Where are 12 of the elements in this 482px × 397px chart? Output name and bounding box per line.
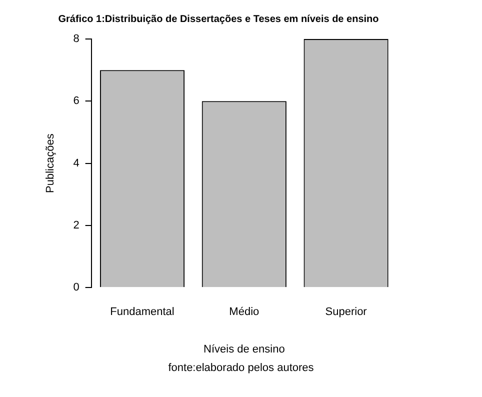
y-tick-label: 6 xyxy=(73,95,80,108)
x-tick-label: Superior xyxy=(325,306,368,318)
x-tick-label: Fundamental xyxy=(110,306,174,318)
y-tick-label: 0 xyxy=(73,282,80,294)
source-note: fonte:elaborado pelos autores xyxy=(167,362,315,374)
x-tick-label: Médio xyxy=(229,306,260,318)
y-tick-label: 2 xyxy=(73,219,80,232)
y-tick-label: 8 xyxy=(73,33,80,46)
chart-title: Gráfico 1:Distribuição de Dissertações e Teses em níveis de ensino xyxy=(58,14,379,25)
y-axis-title: Publicações xyxy=(44,133,57,193)
x-axis-title: Níveis de ensino xyxy=(203,343,285,356)
y-tick-label: 4 xyxy=(73,157,80,170)
